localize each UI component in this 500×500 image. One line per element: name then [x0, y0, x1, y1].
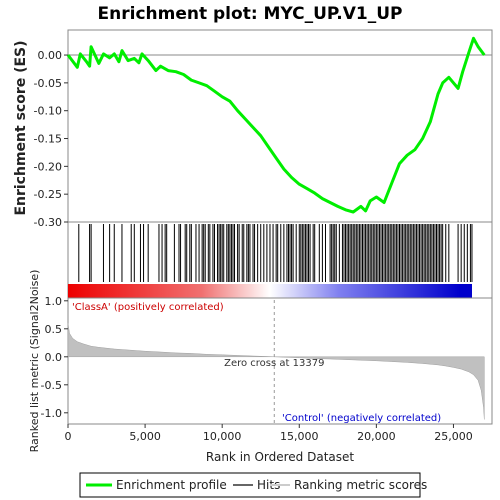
metric-area-group: [67, 323, 485, 420]
x-tick-label: 20,000: [357, 430, 396, 443]
classA-label: 'ClassA' (positively correlated): [72, 302, 224, 313]
es-y-tick-label: 0.00: [38, 49, 63, 62]
metric-y-tick-label: 1.0: [45, 295, 63, 308]
x-tick-label: 10,000: [203, 430, 242, 443]
x-tick-label: 15,000: [280, 430, 319, 443]
es-y-tick-label: -0.15: [34, 133, 62, 146]
x-axis: 0 5,000 10,000 15,000 20,000 25,000: [65, 424, 473, 443]
es-y-tick-label: -0.05: [34, 77, 62, 90]
control-label: 'Control' (negatively correlated): [282, 413, 441, 424]
x-tick-label: 5,000: [129, 430, 161, 443]
hit-marks: [78, 224, 473, 282]
es-y-tick-label: -0.30: [34, 216, 62, 229]
es-y-axis: 0.00 -0.05 -0.10 -0.15 -0.20 -0.25 -0.30: [34, 49, 68, 229]
metric-y-tick-label: -0.5: [41, 379, 62, 392]
metric-y-axis-label: Ranked list metric (Signal2Noise): [28, 270, 41, 453]
legend: Enrichment profile Hits Ranking metric s…: [79, 472, 427, 498]
zero-cross-label: Zero cross at 13379: [224, 358, 324, 369]
es-y-axis-label: Enrichment score (ES): [13, 40, 29, 215]
enrichment-profile-line: [66, 36, 486, 214]
es-y-tick-label: -0.20: [34, 160, 62, 173]
metric-y-tick-label: 0.5: [45, 323, 63, 336]
metric-y-tick-label: -1.0: [41, 407, 62, 420]
metric-y-axis: 1.0 0.5 0.0 -0.5 -1.0: [41, 295, 68, 420]
es-y-tick-label: -0.10: [34, 105, 62, 118]
ranking-metric-area: [67, 323, 485, 420]
legend-label-enrichment: Enrichment profile: [116, 478, 227, 492]
legend-label-hits: Hits: [257, 478, 280, 492]
metric-y-tick-label: 0.0: [45, 351, 63, 364]
chart-title: Enrichment plot: MYC_UP.V1_UP: [98, 4, 403, 24]
es-y-tick-label: -0.25: [34, 188, 62, 201]
x-tick-label: 25,000: [434, 430, 473, 443]
es-curve-group: [66, 36, 486, 214]
x-tick-label: 0: [65, 430, 72, 443]
rank-color-bar: [68, 284, 472, 298]
legend-label-metric: Ranking metric scores: [294, 478, 427, 492]
x-axis-label: Rank in Ordered Dataset: [206, 450, 354, 464]
